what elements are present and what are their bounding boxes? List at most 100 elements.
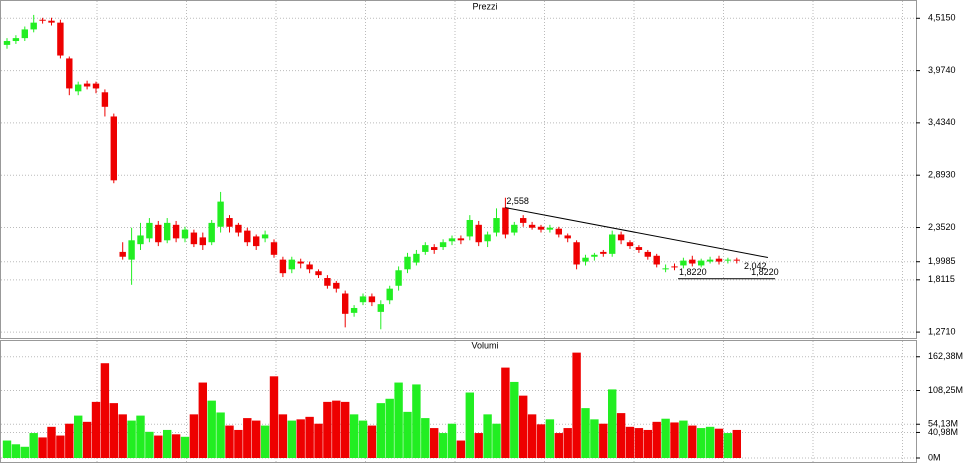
candle-body: [439, 242, 447, 248]
candle-body: [431, 247, 438, 250]
volume-bar: [590, 419, 599, 458]
candle-body: [350, 308, 358, 313]
volume-bar: [127, 420, 136, 458]
volume-bar: [243, 418, 252, 458]
candle-body: [475, 224, 482, 243]
candle-body: [110, 116, 117, 181]
candle-body: [493, 218, 500, 233]
candle-body: [653, 255, 660, 265]
volume-bar: [608, 389, 617, 458]
volume-bar: [180, 436, 190, 458]
volume-bar: [394, 382, 403, 458]
candle-body: [457, 238, 465, 241]
volume-bar: [501, 367, 510, 458]
candle-body: [306, 264, 313, 270]
candle-body: [537, 226, 545, 230]
volume-bar: [483, 414, 492, 458]
candle-body: [324, 278, 331, 286]
volume-bar: [456, 440, 466, 458]
candle-body: [404, 256, 411, 270]
candle-body: [564, 235, 571, 239]
candle-body: [609, 234, 616, 254]
candle-body: [662, 268, 669, 270]
candle-body: [253, 236, 260, 247]
volume-bar: [74, 415, 83, 458]
volume-bar: [269, 376, 279, 458]
candle-body: [297, 261, 304, 264]
y2-tick-label: 108,25M: [928, 385, 963, 395]
volume-bar: [474, 433, 483, 458]
volume-bar: [438, 433, 448, 458]
candle-body: [164, 222, 171, 241]
candle-body: [555, 228, 562, 235]
volume-bar: [38, 437, 47, 458]
candle-body: [484, 234, 491, 242]
candle-body: [368, 296, 376, 303]
volume-bar: [688, 425, 697, 458]
volume-bar: [554, 433, 563, 458]
candle-body: [573, 242, 580, 265]
candle-body: [724, 259, 732, 261]
volume-bar: [47, 426, 56, 458]
candle-body: [66, 58, 73, 89]
y-tick-label: 3,9740: [928, 65, 956, 75]
volume-bar: [634, 428, 644, 458]
volume-bar: [705, 426, 715, 458]
volume-bar: [349, 414, 359, 458]
y-tick-label: 1,2710: [928, 326, 956, 336]
volume-bar: [643, 429, 652, 458]
candle-body: [199, 237, 206, 246]
volume-bar: [91, 401, 101, 458]
y-tick-label: 1,9985: [928, 256, 956, 266]
volume-bar: [510, 381, 519, 458]
volume-bar: [225, 425, 234, 458]
volume-bar: [323, 401, 332, 458]
trendline-label: 1,8220: [751, 267, 779, 277]
volume-bar: [563, 428, 572, 458]
y-tick-label: 1,8115: [928, 274, 955, 284]
candle-body: [226, 218, 233, 227]
candle-body: [395, 270, 402, 286]
candle-body: [733, 259, 740, 261]
candle-body: [520, 218, 527, 223]
trendline: [505, 207, 769, 259]
candle-body: [48, 20, 55, 23]
volume-bar: [447, 423, 457, 458]
y2-tick-label: 0M: [928, 452, 941, 462]
candle-body: [288, 259, 295, 270]
candle-body: [270, 242, 278, 255]
candle-body: [377, 304, 384, 312]
price-pane: [0, 0, 917, 339]
y-tick-label: 4,5150: [928, 13, 956, 23]
volume-bar: [29, 433, 38, 458]
volume-bar: [189, 414, 199, 458]
candle-body: [3, 41, 11, 45]
y-tick-label: 3,4340: [928, 117, 956, 127]
volume-bar: [599, 423, 608, 458]
candle-body: [698, 260, 705, 266]
candle-body: [208, 222, 215, 243]
candle-body: [92, 83, 100, 89]
volume-bar: [367, 425, 377, 458]
volume-bar: [492, 423, 501, 458]
volume-bar: [358, 420, 368, 458]
candle-body: [413, 253, 420, 263]
volume-bar: [376, 403, 385, 458]
candle-body: [359, 296, 367, 303]
volume-bar: [305, 416, 314, 458]
volume-bar: [421, 418, 430, 458]
candle-body: [75, 84, 82, 92]
candle-body: [626, 242, 634, 247]
candle-body: [137, 235, 144, 245]
volume-bar: [136, 415, 145, 458]
candle-body: [582, 257, 589, 262]
candle-body: [217, 201, 224, 227]
volume-bar: [65, 423, 74, 458]
candle-body: [502, 207, 509, 235]
volume-bar: [109, 403, 118, 458]
candle-body: [279, 259, 287, 274]
volume-bar: [11, 444, 21, 458]
y2-tick-label: 40,98M: [928, 427, 958, 437]
candle-body: [466, 219, 473, 237]
y-tick-label: 2,3520: [928, 222, 956, 232]
